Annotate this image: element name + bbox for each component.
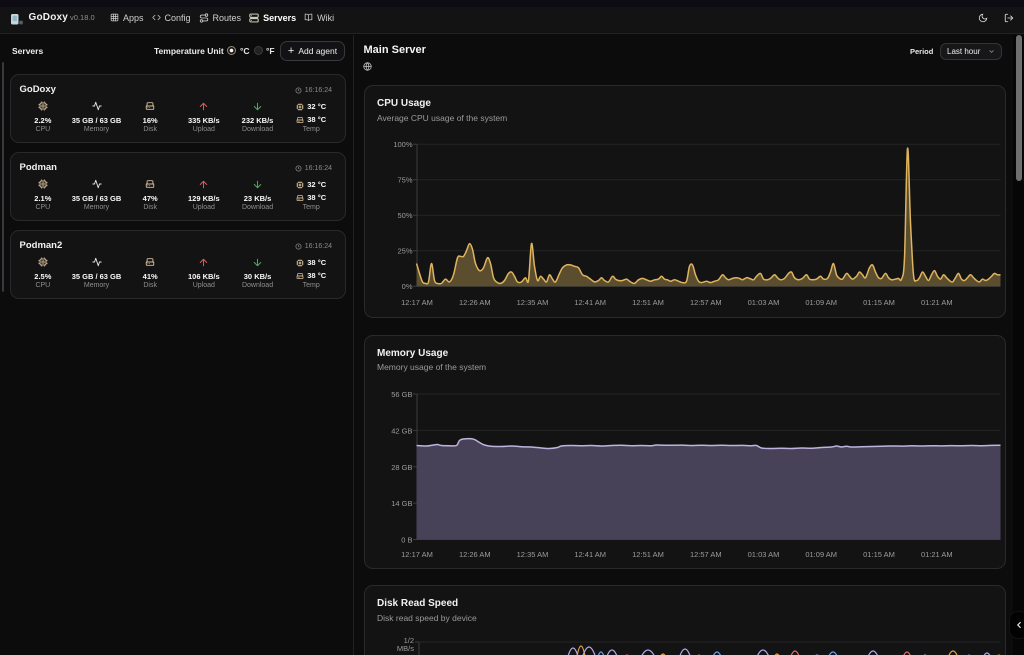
svg-text:12:57 AM: 12:57 AM (689, 550, 721, 559)
svg-text:01:09 AM: 01:09 AM (805, 550, 837, 559)
svg-text:28 GB: 28 GB (391, 462, 412, 471)
svg-text:12:41 AM: 12:41 AM (574, 298, 606, 307)
svg-text:01:21 AM: 01:21 AM (920, 298, 952, 307)
svg-text:01:15 AM: 01:15 AM (863, 550, 895, 559)
svg-text:12:26 AM: 12:26 AM (458, 550, 490, 559)
svg-text:0 B: 0 B (401, 535, 412, 544)
svg-text:01:15 AM: 01:15 AM (863, 298, 895, 307)
svg-text:12:17 AM: 12:17 AM (401, 298, 433, 307)
svg-text:12:57 AM: 12:57 AM (689, 298, 721, 307)
svg-text:56 GB: 56 GB (391, 390, 412, 399)
svg-text:12:41 AM: 12:41 AM (574, 550, 606, 559)
svg-text:12:26 AM: 12:26 AM (458, 298, 490, 307)
svg-text:01:03 AM: 01:03 AM (747, 550, 779, 559)
svg-text:14 GB: 14 GB (391, 499, 412, 508)
svg-text:01:21 AM: 01:21 AM (920, 550, 952, 559)
svg-text:75%: 75% (397, 176, 412, 185)
svg-text:50%: 50% (397, 211, 412, 220)
svg-text:MB/s: MB/s (396, 644, 413, 653)
svg-text:01:09 AM: 01:09 AM (805, 298, 837, 307)
svg-text:0%: 0% (401, 282, 412, 291)
svg-text:12:17 AM: 12:17 AM (401, 550, 433, 559)
svg-text:12:51 AM: 12:51 AM (632, 550, 664, 559)
svg-text:42 GB: 42 GB (391, 426, 412, 435)
svg-text:25%: 25% (397, 247, 412, 256)
svg-text:12:35 AM: 12:35 AM (516, 298, 548, 307)
svg-text:1/2: 1/2 (403, 636, 413, 645)
svg-text:12:35 AM: 12:35 AM (516, 550, 548, 559)
svg-text:12:51 AM: 12:51 AM (632, 298, 664, 307)
svg-text:01:03 AM: 01:03 AM (747, 298, 779, 307)
svg-text:100%: 100% (393, 140, 413, 149)
